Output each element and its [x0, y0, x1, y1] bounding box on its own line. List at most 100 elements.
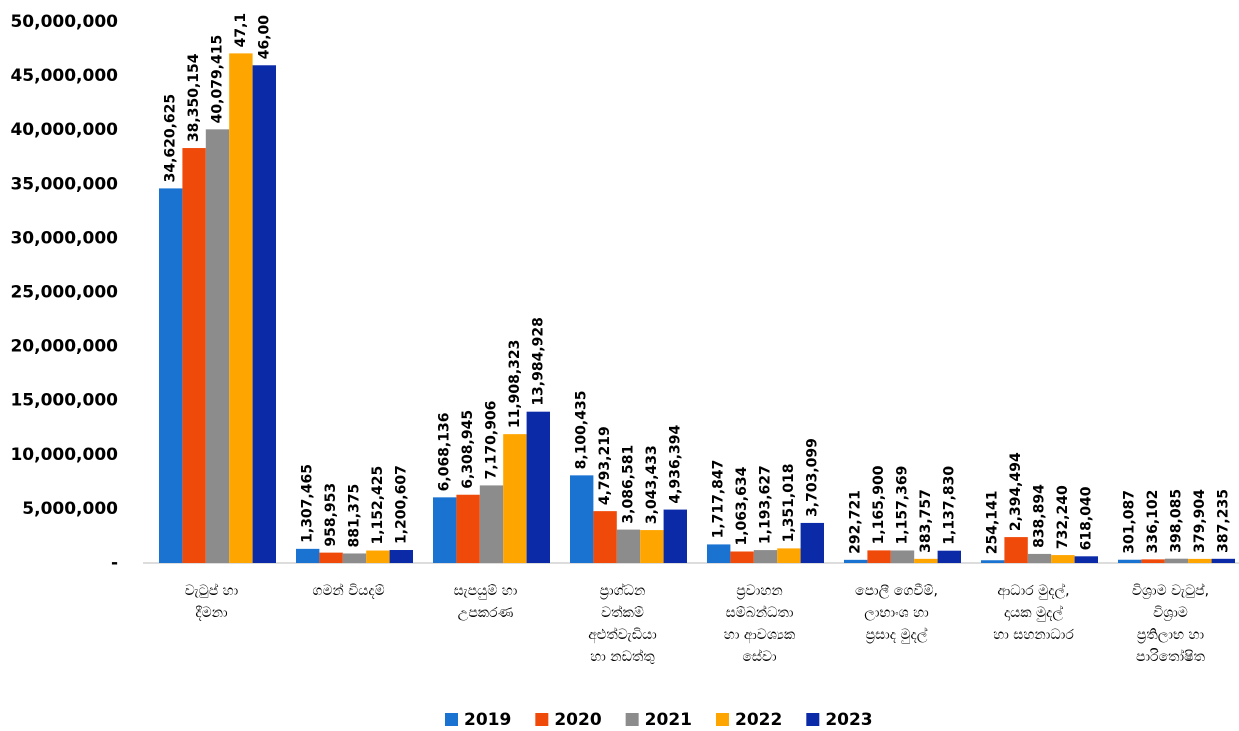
- x-tick-label: පාරිතෝෂිත: [1136, 649, 1206, 665]
- bar: [753, 550, 778, 563]
- x-tick-label: දීමනා: [195, 605, 228, 621]
- bar: [159, 188, 183, 563]
- value-label: 881,375: [347, 484, 363, 548]
- y-tick-label: 15,000,000: [10, 391, 118, 411]
- value-label: 6,308,945: [460, 410, 476, 489]
- bar: [593, 511, 617, 563]
- value-label: 379,904: [1192, 489, 1208, 553]
- x-tick-label: හා නඩත්තු: [590, 649, 655, 665]
- value-label: 38,350,154: [186, 53, 202, 142]
- x-tick-label: හා ආවශ්‍යක: [724, 627, 796, 644]
- bar: [1051, 555, 1075, 563]
- y-tick-label: 5,000,000: [22, 499, 118, 519]
- value-label: 1,351,018: [781, 464, 797, 543]
- value-label: 6,068,136: [437, 413, 453, 492]
- value-label: 1,152,425: [370, 466, 386, 545]
- bar: [1188, 558, 1212, 563]
- value-label: 4,793,219: [597, 426, 613, 505]
- x-tick-label: ප්‍රතිලාභ හා: [1137, 627, 1205, 644]
- bar: [640, 530, 664, 563]
- bar: [1027, 553, 1052, 563]
- bar: [707, 544, 731, 563]
- value-label: 47,1: [233, 13, 249, 48]
- value-label: 1,200,607: [393, 465, 409, 544]
- x-tick-label: සම්බන්ධතා: [726, 605, 794, 621]
- value-label: 3,086,581: [621, 445, 637, 524]
- x-tick-label: ආධාර මුදල්,: [997, 583, 1069, 600]
- legend-label: 2023: [825, 710, 872, 730]
- value-label: 1,193,627: [758, 465, 774, 544]
- value-label: 7,170,906: [484, 401, 500, 480]
- value-label: 383,757: [918, 489, 934, 553]
- value-label: 46,00: [256, 15, 272, 60]
- value-label: 301,087: [1122, 490, 1138, 554]
- value-label: 40,079,415: [210, 35, 226, 124]
- bar: [1118, 559, 1142, 563]
- x-tick-label: ප්‍රසාද මුදල්: [866, 627, 928, 644]
- bar: [570, 475, 594, 563]
- value-label: 3,703,099: [804, 438, 820, 517]
- bar: [981, 560, 1005, 563]
- value-label: 1,137,830: [941, 466, 957, 545]
- value-label: 254,141: [985, 490, 1001, 554]
- bar: [1211, 558, 1235, 563]
- x-tick-label: හා සහනාධාර: [993, 627, 1074, 643]
- x-tick-label: දායක මුදල්: [1004, 605, 1063, 622]
- y-tick-label: 20,000,000: [10, 337, 118, 357]
- y-tick-label: 10,000,000: [10, 445, 118, 465]
- bar: [1141, 559, 1165, 563]
- value-label: 1,717,847: [711, 460, 727, 539]
- x-tick-label: වත්කම්: [601, 605, 644, 621]
- x-tick-label: ප්‍රවාහන: [736, 583, 783, 600]
- bar: [1004, 537, 1028, 563]
- x-tick-label: සේවා: [742, 649, 777, 665]
- value-label: 2,394,494: [1008, 452, 1024, 531]
- value-label: 8,100,435: [574, 391, 590, 470]
- bar: [616, 529, 641, 563]
- bar: [456, 494, 480, 563]
- value-label: 387,235: [1215, 489, 1231, 553]
- bar: [205, 129, 230, 563]
- bar: [730, 551, 754, 563]
- value-label: 292,721: [848, 490, 864, 554]
- value-label: 398,085: [1169, 489, 1185, 553]
- bar: [844, 559, 868, 563]
- bar: [890, 550, 915, 563]
- legend: 2019 2020 2021 2022 2023: [445, 710, 873, 730]
- value-label: 336,102: [1145, 490, 1161, 554]
- x-tick-label: උපකරණ: [458, 605, 514, 621]
- bar: [389, 550, 413, 563]
- legend-label: 2020: [554, 710, 601, 730]
- value-label: 838,894: [1032, 484, 1048, 548]
- value-label: 13,984,928: [530, 317, 546, 406]
- value-label: 618,040: [1078, 486, 1094, 550]
- legend-swatch: [806, 713, 820, 726]
- bar: [296, 548, 320, 563]
- y-tick-label: 40,000,000: [10, 120, 118, 140]
- value-label: 4,936,394: [667, 425, 683, 504]
- x-tick-label: වැටුප් හා: [185, 583, 239, 599]
- value-label: 3,043,433: [644, 445, 660, 524]
- x-tick-label: සැපයුම් හා: [454, 583, 518, 600]
- value-label: 11,908,323: [507, 340, 523, 429]
- legend-swatch: [625, 713, 639, 726]
- bar: [1164, 558, 1189, 563]
- bar: [182, 148, 206, 563]
- value-label: 732,240: [1055, 485, 1071, 549]
- x-tick-label: විශ්‍රාම වැටුප්,: [1132, 583, 1209, 600]
- bar: [937, 550, 961, 563]
- bar: [503, 434, 527, 563]
- value-label: 1,063,634: [734, 466, 750, 545]
- bar: [252, 65, 276, 563]
- bar: [777, 548, 801, 563]
- value-label: 958,953: [323, 483, 339, 547]
- legend-swatch: [445, 713, 458, 726]
- bar: [479, 485, 504, 563]
- y-tick-label: 45,000,000: [10, 66, 118, 86]
- y-tick-label: -: [111, 553, 118, 573]
- value-label: 1,165,900: [871, 465, 887, 544]
- legend-swatch: [715, 713, 729, 726]
- bar: [1074, 556, 1098, 563]
